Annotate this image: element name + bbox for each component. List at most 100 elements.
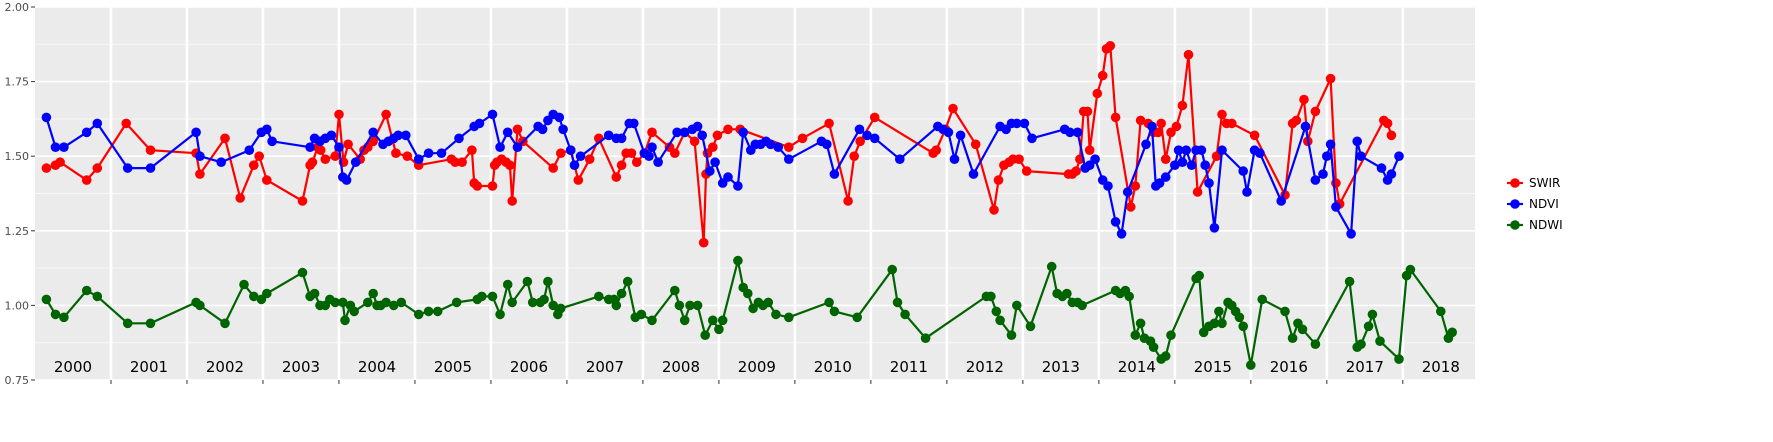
data-point-ndwi <box>920 333 931 344</box>
data-point-swir <box>235 193 245 203</box>
year-label-2005: 2005 <box>434 358 472 376</box>
data-point-ndvi <box>1204 178 1214 188</box>
year-label-2015: 2015 <box>1194 358 1232 376</box>
data-point-ndwi <box>122 318 133 329</box>
data-point-ndvi <box>1141 139 1151 150</box>
data-point-swir <box>307 157 318 167</box>
data-point-ndwi <box>59 312 69 323</box>
data-point-ndwi <box>432 306 443 317</box>
data-point-ndvi <box>502 127 513 138</box>
data-point-swir <box>849 151 859 161</box>
data-point-swir <box>249 160 259 170</box>
data-point-ndvi <box>575 151 586 161</box>
year-label-2002: 2002 <box>206 358 244 376</box>
data-point-ndwi <box>396 297 407 308</box>
data-point-swir <box>1177 100 1188 111</box>
data-point-ndwi <box>852 312 862 323</box>
data-point-ndwi <box>700 330 710 341</box>
legend-label: NDVI <box>1529 197 1559 211</box>
year-label-2013: 2013 <box>1042 358 1080 376</box>
data-point-ndwi <box>647 315 657 326</box>
data-point-ndvi <box>1177 157 1188 167</box>
data-point-ndvi <box>603 130 614 141</box>
data-point-ndwi <box>1280 306 1290 317</box>
data-point-ndwi <box>527 297 538 308</box>
data-point-ndwi <box>507 297 517 308</box>
data-point-ndvi <box>765 139 776 150</box>
year-label-2008: 2008 <box>662 358 700 376</box>
data-point-ndvi <box>822 139 832 150</box>
data-point-ndwi <box>679 315 690 326</box>
legend-label: NDWI <box>1529 218 1563 232</box>
series-swir <box>41 41 1397 248</box>
data-point-ndvi <box>413 154 424 164</box>
data-point-ndvi <box>59 142 69 152</box>
data-point-swir <box>1130 181 1141 191</box>
data-point-swir <box>797 133 808 144</box>
legend-key-point <box>1510 178 1520 188</box>
year-label-2010: 2010 <box>814 358 852 376</box>
data-point-ndwi <box>1006 330 1017 341</box>
data-point-ndwi <box>708 315 718 326</box>
data-point-ndvi <box>710 157 720 167</box>
data-point-ndvi <box>1170 160 1180 170</box>
data-point-ndwi <box>543 276 553 287</box>
data-point-ndvi <box>393 130 404 141</box>
data-point-ndvi <box>1122 187 1133 197</box>
data-point-ndvi <box>854 124 865 135</box>
data-point-ndvi <box>1242 187 1252 197</box>
data-point-swir <box>220 133 230 144</box>
data-point-swir <box>948 103 958 114</box>
data-point-ndvi <box>723 172 733 182</box>
data-point-ndwi <box>1447 327 1457 338</box>
legend-label: SWIR <box>1529 176 1560 190</box>
data-point-ndwi <box>829 306 840 317</box>
data-point-ndwi <box>1234 312 1245 323</box>
data-point-swir <box>556 148 566 158</box>
year-label-2006: 2006 <box>510 358 548 376</box>
data-point-ndwi <box>622 276 633 287</box>
data-point-swir <box>1097 70 1108 81</box>
data-point-ndwi <box>368 288 379 299</box>
axes: 0.75 1.00 1.25 1.50 1.75 2.00 <box>5 1 1404 387</box>
data-point-ndwi <box>81 285 92 296</box>
data-point-swir <box>1126 202 1136 212</box>
data-point-ndvi <box>326 130 337 141</box>
data-point-ndwi <box>381 297 391 308</box>
data-point-ndvi <box>262 124 272 135</box>
data-point-ndvi <box>436 148 447 158</box>
data-point-ndvi <box>1090 154 1100 164</box>
data-point-ndvi <box>334 142 344 152</box>
data-point-swir <box>467 145 477 155</box>
data-point-ndvi <box>341 175 352 185</box>
data-point-ndwi <box>239 279 249 290</box>
data-point-ndwi <box>1124 291 1134 302</box>
data-point-ndwi <box>1160 351 1171 361</box>
data-point-swir <box>507 196 517 206</box>
data-point-ndwi <box>1287 333 1298 344</box>
data-point-swir <box>402 151 413 161</box>
data-point-ndvi <box>401 130 411 141</box>
data-point-swir <box>320 154 331 164</box>
data-point-ndwi <box>717 315 728 326</box>
data-point-ndwi <box>423 306 434 317</box>
y-tick-label: 2.00 <box>5 1 30 14</box>
data-point-ndvi <box>1386 169 1397 179</box>
data-point-swir <box>450 157 461 167</box>
data-point-swir <box>1014 154 1024 164</box>
data-point-ndvi <box>1331 202 1341 212</box>
data-point-ndwi <box>1375 336 1385 347</box>
data-point-ndvi <box>565 145 576 155</box>
data-point-swir <box>869 112 880 123</box>
data-point-swir <box>1071 166 1081 176</box>
data-point-ndvi <box>1065 127 1075 138</box>
data-point-ndwi <box>363 297 373 308</box>
data-point-swir <box>1082 106 1093 117</box>
data-point-ndwi <box>220 318 230 329</box>
data-point-ndvi <box>1072 127 1083 138</box>
data-point-ndvi <box>267 136 277 147</box>
data-point-ndvi <box>1238 166 1248 176</box>
data-point-ndvi <box>1310 175 1321 185</box>
data-point-ndvi <box>1276 196 1286 206</box>
year-label-2007: 2007 <box>586 358 624 376</box>
